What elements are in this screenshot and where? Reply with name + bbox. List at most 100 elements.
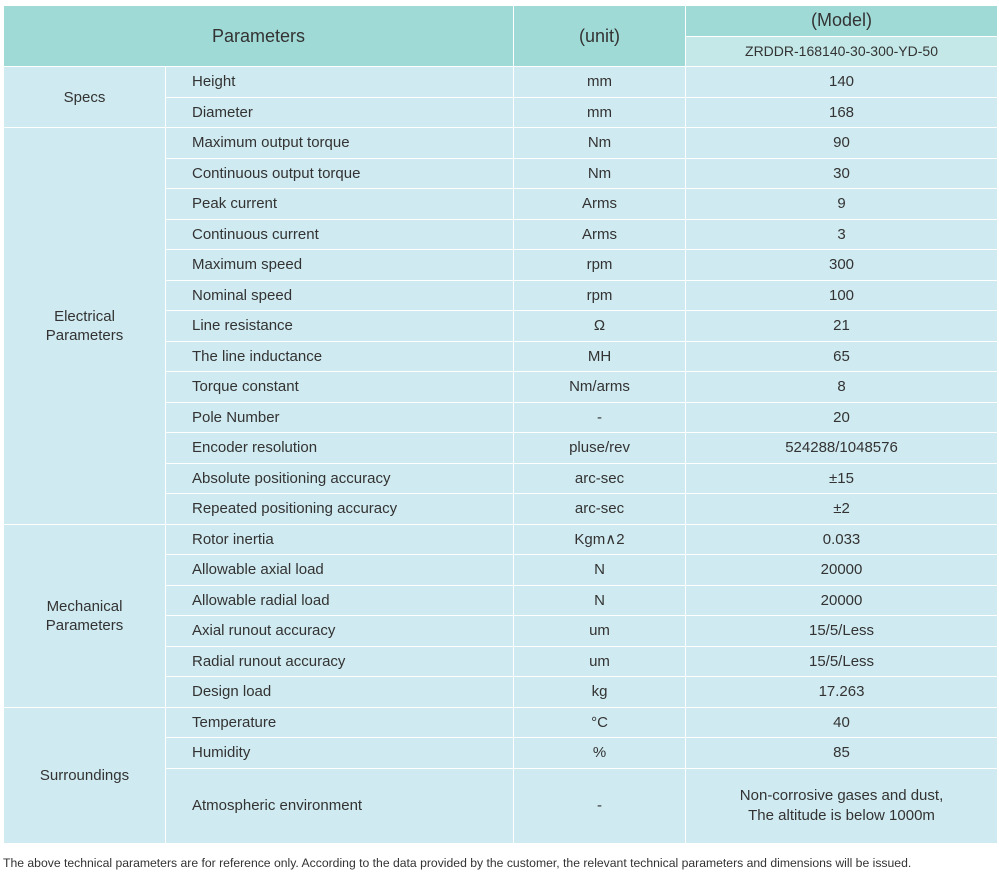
value: 0.033	[685, 523, 999, 555]
row: Humidity% 85	[4, 737, 999, 769]
group-name: Specs	[63, 88, 106, 106]
row: Atmospheric environment - Non-corrosive ga…	[4, 767, 999, 844]
parameter: Nominal speed	[164, 279, 515, 311]
header-cell: (unit)	[513, 5, 687, 67]
row: Encoder resolution pluse/rev 524288/104857…	[4, 432, 999, 464]
parameter: Maximum output torque	[164, 127, 515, 159]
parameter: Encoder resolution	[164, 432, 515, 464]
parameter: Maximum speed	[164, 249, 515, 281]
parameter: Rotor inertia	[164, 523, 515, 555]
row: Line resistance Ω 21	[4, 310, 999, 342]
parameter: Temperature	[164, 706, 515, 738]
footnote: The above technical parameters are for r…	[3, 856, 912, 870]
parameter: Axial runout accuracy	[164, 615, 515, 647]
parameter: Absolute positioning accuracy	[164, 462, 515, 494]
value: 21	[685, 310, 999, 342]
row: Electrical Parameters Maximum output torq…	[3, 127, 999, 525]
group-name: Electrical Parameters	[45, 307, 124, 344]
row: Diameter mm 168	[4, 96, 999, 128]
parameter: Continuous current	[164, 218, 515, 250]
row: Absolute positioning accuracy arc-sec ±15	[4, 462, 999, 494]
group-name: Mechanical Parameters	[45, 597, 124, 634]
value: 20	[685, 401, 999, 433]
unit: um	[513, 645, 687, 677]
value: 15/5/Less	[685, 615, 999, 647]
row: Allowable axial load N 20000	[4, 554, 999, 586]
unit: mm	[513, 96, 687, 128]
unit: rpm	[513, 249, 687, 281]
row: Mechanical Parameters Rotor inertia Kgm∧2 0…	[3, 523, 999, 708]
unit: kg	[513, 676, 687, 708]
parameter: Torque constant	[164, 371, 515, 403]
unit: N	[513, 584, 687, 616]
unit: Arms	[513, 188, 687, 220]
model-number: ZRDDR-168140-30-300-YD-50	[685, 35, 999, 67]
unit: um	[513, 615, 687, 647]
row: Specs Height mm 140	[3, 66, 999, 128]
parameter: Continuous output torque	[164, 157, 515, 189]
group-cell: Surroundings	[3, 706, 166, 844]
value: 20000	[685, 584, 999, 616]
value: 30	[685, 157, 999, 189]
unit: %	[513, 737, 687, 769]
row: Peak current Arms 9	[4, 188, 999, 220]
parameter: Height	[164, 66, 515, 98]
row: Continuous current Arms 3	[4, 218, 999, 250]
unit: arc-sec	[513, 462, 687, 494]
unit: Nm/arms	[513, 371, 687, 403]
value: 17.263	[685, 676, 999, 708]
group-cell: Electrical Parameters	[3, 127, 166, 525]
unit: -	[513, 767, 687, 844]
row: Design load kg 17.263	[4, 676, 999, 708]
value: 8	[685, 371, 999, 403]
value: ±15	[685, 462, 999, 494]
unit: °C	[513, 706, 687, 738]
parameter: Atmospheric environment	[164, 767, 515, 844]
parameter: Pole Number	[164, 401, 515, 433]
unit: arc-sec	[513, 493, 687, 525]
value: 300	[685, 249, 999, 281]
unit: Nm	[513, 157, 687, 189]
unit: rpm	[513, 279, 687, 311]
value: Non-corrosive gases and dust, The altitud…	[685, 767, 999, 844]
unit: pluse/rev	[513, 432, 687, 464]
row: Repeated positioning accuracy arc-sec ±2	[4, 493, 999, 525]
row: Maximum speed rpm 300	[4, 249, 999, 281]
unit: Arms	[513, 218, 687, 250]
row: Nominal speed rpm 100	[4, 279, 999, 311]
value: ±2	[685, 493, 999, 525]
parameter: Allowable radial load	[164, 584, 515, 616]
row: Allowable radial load N 20000	[4, 584, 999, 616]
value: 100	[685, 279, 999, 311]
value: 9	[685, 188, 999, 220]
value: 15/5/Less	[685, 645, 999, 677]
row: Axial runout accuracy um 15/5/Less	[4, 615, 999, 647]
value: 65	[685, 340, 999, 372]
value: 90	[685, 127, 999, 159]
row: The line inductance MH 65	[4, 340, 999, 372]
unit: Ω	[513, 310, 687, 342]
parameter: Design load	[164, 676, 515, 708]
unit: mm	[513, 66, 687, 98]
parameter: Repeated positioning accuracy	[164, 493, 515, 525]
row: Surroundings Temperature °C 40	[3, 706, 999, 844]
value: 168	[685, 96, 999, 128]
row: Torque constant Nm/arms 8	[4, 371, 999, 403]
value: 140	[685, 66, 999, 98]
header-row: ZRDDR-168140-30-300-YD-50	[4, 35, 999, 67]
parameter: Allowable axial load	[164, 554, 515, 586]
parameter: The line inductance	[164, 340, 515, 372]
value-line: Non-corrosive gases and dust,	[739, 786, 944, 804]
unit: Nm	[513, 127, 687, 159]
parameter: Peak current	[164, 188, 515, 220]
header-cell: Parameters	[2, 5, 515, 67]
header-cell: (Model)	[685, 5, 999, 37]
value: 3	[685, 218, 999, 250]
parameter: Diameter	[164, 96, 515, 128]
spec-table: Parameters (unit) (Model) ZRDDR-168140-3…	[2, 5, 999, 844]
unit: N	[513, 554, 687, 586]
value: 85	[685, 737, 999, 769]
parameter: Line resistance	[164, 310, 515, 342]
value: 524288/1048576	[685, 432, 999, 464]
